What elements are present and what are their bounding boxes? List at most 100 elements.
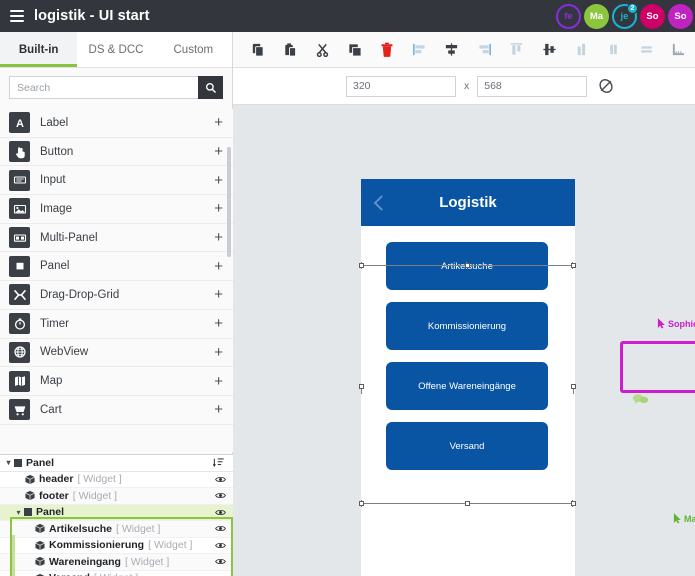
chat-bubbles-icon[interactable]: [632, 393, 649, 405]
eye-icon[interactable]: [213, 491, 227, 500]
tab-built-in[interactable]: Built-in: [0, 32, 78, 67]
palette-item-input[interactable]: Input +: [0, 166, 233, 196]
duplicate-icon[interactable]: [338, 32, 370, 68]
top-bar: logistik - UI start fe Ma je 2 So So: [0, 0, 695, 32]
palette-scrollbar[interactable]: [227, 147, 231, 257]
delete-icon[interactable]: [371, 32, 403, 68]
tree-row-artikelsuche[interactable]: Artikelsuche[ Widget ]: [0, 521, 233, 538]
widget-palette-list[interactable]: A Label + Button + Input + Image + Multi-Panel + Pa…: [0, 109, 233, 452]
timer-icon: [9, 313, 30, 335]
palette-add-button[interactable]: +: [214, 114, 223, 132]
avatar-fe-0[interactable]: fe: [556, 3, 581, 29]
package-icon: [24, 490, 36, 501]
same-height-icon: [630, 32, 662, 68]
palette-item-timer[interactable]: Timer +: [0, 309, 233, 339]
tree-row-wareneingang[interactable]: Wareneingang[ Widget ]: [0, 554, 233, 571]
eye-icon[interactable]: [213, 508, 227, 517]
globe-icon: [9, 341, 30, 363]
palette-add-button[interactable]: +: [214, 143, 223, 161]
package-icon: [34, 556, 46, 567]
preview-tile-kommissionierung[interactable]: Kommissionierung: [386, 302, 548, 350]
tab-label: DS & DCC: [88, 43, 144, 56]
palette-item-cart[interactable]: Cart +: [0, 395, 233, 425]
canvas-height-input[interactable]: [477, 75, 588, 97]
tree-row-panel[interactable]: ▾ Panel: [0, 455, 233, 472]
palette-item-panel[interactable]: Panel +: [0, 252, 233, 282]
search-button[interactable]: [198, 76, 223, 99]
tab-ds-dcc[interactable]: DS & DCC: [77, 32, 155, 67]
canvas-width-input[interactable]: [346, 75, 456, 97]
cursor-arrow-icon: [673, 513, 681, 524]
palette-add-button[interactable]: +: [214, 315, 223, 333]
palette-item-map[interactable]: Map +: [0, 367, 233, 396]
palette-add-button[interactable]: +: [214, 171, 223, 189]
tree-row-footer[interactable]: footer[ Widget ]: [0, 488, 233, 505]
copy-icon[interactable]: [241, 32, 273, 68]
eye-icon[interactable]: [213, 557, 227, 566]
package-icon: [35, 557, 45, 567]
eye-icon[interactable]: [213, 524, 227, 533]
chevron-down-icon[interactable]: ▾: [6, 458, 11, 468]
chevron-down-icon[interactable]: ▾: [16, 507, 21, 517]
square-icon: [24, 508, 32, 517]
preview-tile-versand[interactable]: Versand: [386, 422, 548, 470]
palette-item-button[interactable]: Button +: [0, 137, 233, 167]
palette-tabs: Built-in DS & DCC Custom: [0, 32, 232, 68]
avatar-initials: je: [620, 10, 629, 22]
avatar-ma-1[interactable]: Ma: [584, 3, 609, 29]
collaborator-cursor-maximilian: Maximilian: [673, 513, 695, 524]
align-middle-vertical-icon[interactable]: [533, 32, 565, 68]
palette-item-multi-panel[interactable]: Multi-Panel +: [0, 223, 233, 253]
palette-add-button[interactable]: +: [214, 401, 223, 419]
palette-item-image[interactable]: Image +: [0, 195, 233, 224]
svg-text:A: A: [16, 118, 24, 130]
tree-row-versand[interactable]: Versand [ Widget ]: [0, 571, 233, 576]
preview-app-header: Logistik: [361, 179, 575, 226]
avatar-so-3[interactable]: So: [640, 3, 665, 29]
preview-tile-offene-wareneingänge[interactable]: Offene Wareneingänge: [386, 362, 548, 410]
tree-row-panel[interactable]: ▾ Panel: [0, 504, 233, 521]
editor-toolbar: [233, 32, 695, 68]
palette-item-label: Panel: [40, 260, 70, 273]
pointing-hand-icon: [9, 141, 30, 163]
align-center-horizontal-icon[interactable]: [436, 32, 468, 68]
palette-add-button[interactable]: +: [214, 257, 223, 275]
tree-row-type: [ Widget ]: [94, 572, 138, 576]
eye-icon[interactable]: [213, 541, 227, 550]
sort-icon[interactable]: [211, 457, 227, 468]
avatar-initials: So: [646, 10, 659, 22]
palette-item-label: Multi-Panel: [40, 231, 98, 244]
distribute-horizontal-icon: [598, 32, 630, 68]
avatar-je-2[interactable]: je 2: [612, 2, 638, 29]
palette-item-label[interactable]: A Label +: [0, 109, 233, 138]
palette-add-button[interactable]: +: [214, 372, 223, 390]
hamburger-icon[interactable]: [10, 10, 24, 22]
avatar-initials: So: [674, 10, 687, 22]
rotate-device-icon[interactable]: [598, 78, 614, 94]
tree-row-header[interactable]: header[ Widget ]: [0, 472, 233, 488]
paste-icon[interactable]: [273, 32, 305, 68]
eye-icon[interactable]: [213, 475, 227, 484]
palette-item-drag-drop-grid[interactable]: Drag-Drop-Grid +: [0, 281, 233, 310]
preview-tile-artikelsuche[interactable]: Artikelsuche: [386, 242, 548, 290]
tab-custom[interactable]: Custom: [154, 32, 232, 67]
palette-item-webview[interactable]: WebView +: [0, 338, 233, 368]
palette-add-button[interactable]: +: [214, 229, 223, 247]
palette-add-button[interactable]: +: [214, 200, 223, 218]
tree-row-type: [ Widget ]: [77, 473, 122, 486]
package-icon: [25, 491, 35, 501]
palette-add-button[interactable]: +: [214, 286, 223, 304]
avatar-so-4[interactable]: So: [668, 3, 693, 29]
preview-tile-label: Versand: [449, 440, 485, 452]
panel-icon: [9, 255, 30, 277]
back-chevron-icon[interactable]: [373, 194, 390, 211]
palette-add-button[interactable]: +: [214, 343, 223, 361]
search-input[interactable]: [9, 76, 198, 99]
cut-icon[interactable]: [306, 32, 338, 68]
tab-label: Custom: [173, 43, 214, 56]
cursor-name-sophie: Sophie: [668, 318, 695, 329]
search-row: [0, 68, 232, 106]
tree-row-label: Wareneingang: [49, 555, 121, 568]
tree-row-kommissionierung[interactable]: Kommissionierung[ Widget ]: [0, 538, 233, 554]
design-canvas[interactable]: Logistik Artikelsuche Kommissionierung Off…: [233, 105, 695, 576]
